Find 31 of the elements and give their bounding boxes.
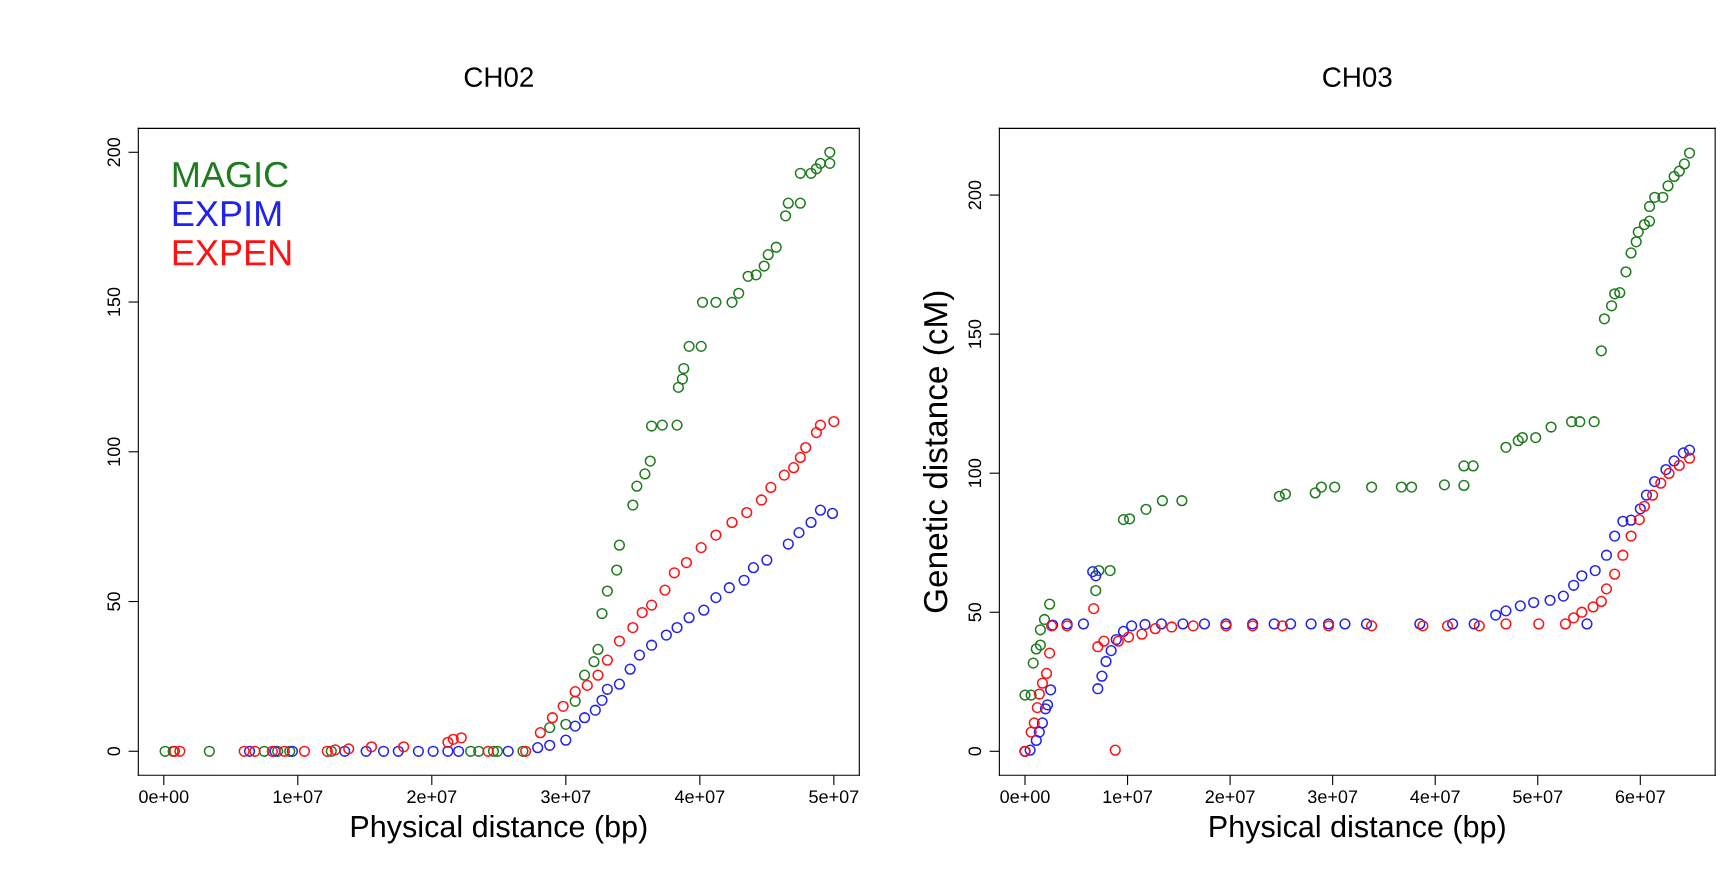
y-tick-label: 200 [107,137,121,167]
x-tick-label: 1e+07 [1103,790,1152,804]
x-tick-label: 3e+07 [1307,790,1358,804]
y-axis-title: Genetic distance (cM) [922,291,955,613]
x-tick-label: 0e+00 [139,790,189,804]
x-tick-label: 6e+07 [1615,790,1665,804]
x-tick-label: 1e+07 [273,790,323,804]
x-tick-label: 5e+07 [809,790,859,804]
text: EXPIM [173,201,281,227]
text: MAGIC [173,161,288,188]
y-tick-label: 50 [968,602,982,622]
y-tick-label: 150 [107,287,121,316]
x-tick-label: 3e+07 [541,790,591,804]
x-tick-label: 4e+07 [674,790,725,804]
x-tick-label: 0e+00 [1000,790,1050,804]
y-tick-label: 100 [968,458,982,487]
x-tick-label: 5e+07 [1513,790,1563,804]
text: EXPEN [173,240,291,266]
chart-title: CH02 [464,67,533,87]
x-axis-title: Physical distance (bp) [351,814,647,844]
x-tick-label: 2e+07 [407,790,457,804]
y-tick-label: 0 [968,746,982,756]
y-tick-label: 100 [107,437,121,466]
chart-title: CH03 [1323,67,1392,87]
y-tick-label: 200 [968,180,982,210]
x-tick-label: 4e+07 [1410,790,1460,804]
x-tick-label: 2e+07 [1205,790,1255,804]
x-axis-title: Physical distance (bp) [1210,814,1505,844]
y-tick-label: 0 [107,746,121,756]
y-tick-label: 50 [107,592,121,611]
y-tick-label: 150 [968,319,982,348]
